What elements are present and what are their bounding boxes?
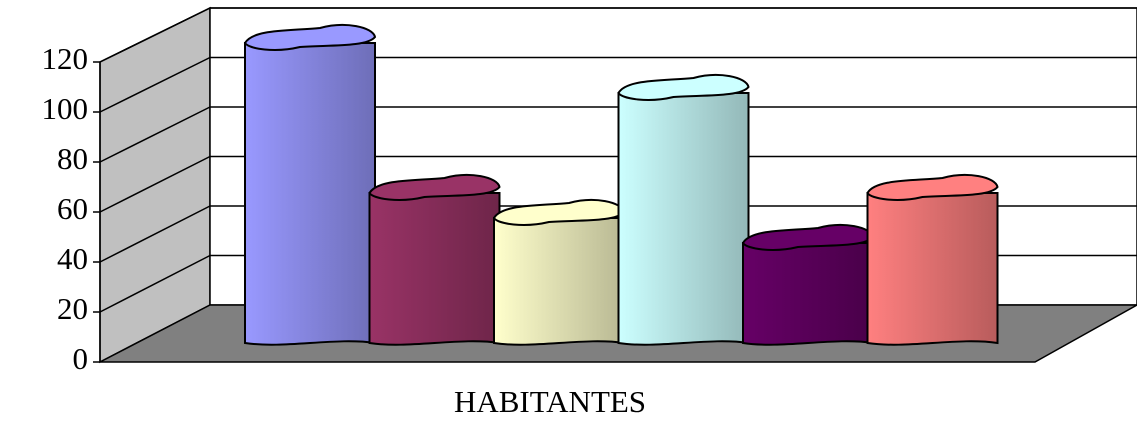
y-tick-label: 20	[57, 291, 88, 326]
bar	[866, 192, 999, 346]
y-tick-label: 100	[42, 91, 89, 126]
y-tick-label: 80	[57, 141, 88, 176]
grid-line	[99, 254, 211, 313]
bar	[244, 42, 376, 346]
y-tick-label: 40	[57, 241, 88, 276]
grid-line	[99, 155, 211, 213]
grid-line	[99, 205, 211, 263]
y-tick-label: 60	[57, 191, 88, 226]
bar-top	[243, 24, 377, 51]
bar	[617, 92, 750, 346]
y-tick-label: 0	[73, 341, 89, 376]
grid-line	[99, 56, 211, 113]
bar	[742, 242, 874, 346]
grid-line	[99, 106, 211, 163]
x-axis-label: HABITANTES	[454, 384, 646, 419]
bar	[493, 217, 625, 346]
grid-line	[99, 7, 211, 63]
bar	[368, 192, 501, 346]
bar-top	[368, 174, 501, 201]
y-tick-label: 120	[42, 41, 89, 76]
bar-top	[866, 174, 999, 201]
bar-top	[617, 74, 750, 101]
